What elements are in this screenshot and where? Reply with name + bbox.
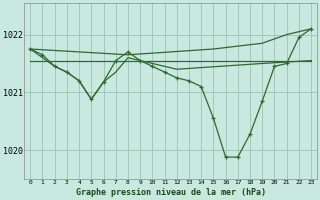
X-axis label: Graphe pression niveau de la mer (hPa): Graphe pression niveau de la mer (hPa) <box>76 188 266 197</box>
